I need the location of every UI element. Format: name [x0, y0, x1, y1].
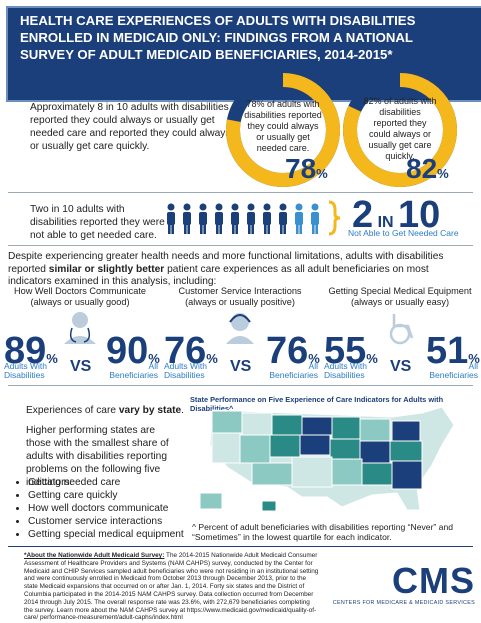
indicator: Getting special medical equipment	[28, 528, 198, 541]
stat-label: All Beneficiaries	[429, 361, 478, 380]
column-subtitle: (always or usually positive)	[185, 297, 295, 307]
people-icons	[167, 200, 341, 236]
column-title: Customer Service Interactions	[178, 286, 302, 296]
comparison-column: How Well Doctors Communicate (always or u…	[0, 286, 160, 381]
stat-left: 89%	[4, 332, 58, 370]
stat-unit: %	[468, 351, 480, 366]
ratio-text: Two in 10 adults with disabilities repor…	[30, 204, 165, 241]
vs: VS	[390, 358, 412, 375]
stat-left: 55%	[324, 332, 378, 370]
comparisons-intro: Despite experiencing greater health need…	[8, 251, 473, 289]
header-title: HEALTH CARE EXPERIENCES OF ADULTS WITH D…	[6, 6, 481, 102]
column-icon	[226, 313, 254, 344]
divider	[8, 546, 473, 547]
icon-shape	[226, 336, 254, 344]
text: .	[181, 405, 185, 416]
donut-unit: %	[316, 166, 328, 181]
ratio-caption: Not Able to Get Needed Care	[348, 228, 459, 238]
logo-text: CMS	[392, 560, 475, 601]
comparison-column: Getting Special Medical Equipment (always…	[320, 286, 480, 381]
divider	[8, 192, 473, 193]
column-subtitle: (always or usually good)	[30, 297, 130, 307]
ratio-numerator: 2	[352, 194, 374, 236]
donut-text: 78% of adults with disabilities reported…	[244, 99, 322, 153]
column-subtitle: (always or usually easy)	[350, 297, 450, 307]
icon-shape	[229, 314, 251, 323]
stat-value: 76	[266, 330, 309, 372]
text: Experiences of care	[26, 405, 119, 416]
ratio-word: IN	[377, 214, 394, 231]
vs: VS	[230, 358, 252, 375]
divider	[8, 245, 473, 246]
stat-right: 51%	[426, 332, 480, 370]
stat-value: 76	[164, 330, 207, 372]
stat-label: All Beneficiaries	[269, 361, 318, 380]
state-intro: Experiences of care vary by state.	[26, 405, 186, 416]
text: Despite experiencing greater health need…	[8, 251, 444, 275]
vs: VS	[70, 358, 92, 375]
stat-value: 89	[4, 330, 47, 372]
stat-value: 55	[324, 330, 367, 372]
stat-label: All Beneficiaries	[109, 361, 158, 380]
divider	[8, 385, 473, 386]
indicator: Getting care quickly	[28, 489, 198, 502]
intro-text: Approximately 8 in 10 adults with disabi…	[30, 102, 231, 152]
icon-shape	[72, 312, 88, 328]
map-footnote: ^ Percent of adult beneficiaries with di…	[192, 522, 454, 542]
state-text: Higher performing states are those with …	[26, 425, 169, 488]
stat-unit: %	[46, 351, 58, 366]
stat-label: Adults With Disabilities	[324, 361, 367, 380]
text-bold: vary by state	[118, 405, 182, 416]
text: patient care experiences as all adult be…	[8, 263, 429, 288]
icon-shape	[64, 336, 96, 344]
stat-unit: %	[148, 351, 160, 366]
indicator-list: Getting needed careGetting care quicklyH…	[12, 476, 198, 541]
us-map	[199, 406, 455, 512]
stat-value: 51	[426, 330, 469, 372]
stat-label: Adults With Disabilities	[4, 361, 47, 380]
footer-text: *About the Nationwide Adult Medicaid Sur…	[24, 552, 319, 622]
indicator: Customer service interactions	[28, 515, 198, 528]
map-title: State Performance on Five Experience of …	[190, 395, 444, 413]
logo-sub: CENTERS FOR MEDICARE & MEDICAID SERVICES	[332, 600, 475, 606]
column-icon	[64, 312, 96, 344]
stat-label: Adults With Disabilities	[164, 361, 207, 380]
icon-shape	[392, 314, 414, 339]
comparison-column: Customer Service Interactions (always or …	[160, 286, 320, 381]
donut-arc	[226, 73, 340, 187]
stat-right: 90%	[106, 332, 160, 370]
indicator: How well doctors communicate	[28, 502, 198, 515]
donut-arc	[343, 73, 457, 187]
logo: CMS CENTERS FOR MEDICARE & MEDICAID SERV…	[330, 560, 475, 607]
stat-left: 76%	[164, 332, 218, 370]
column-title: Getting Special Medical Equipment	[328, 286, 472, 296]
icon-shape	[389, 323, 411, 345]
text-bold: similar or slightly better	[48, 263, 165, 275]
footer-heading: *About the Nationwide Adult Medicaid Sur…	[24, 552, 165, 559]
indicator: Getting needed care	[28, 476, 198, 489]
icon-shape	[69, 327, 91, 343]
column-title: How Well Doctors Communicate	[13, 286, 147, 296]
stat-unit: %	[206, 351, 218, 366]
ratio-denominator: 10	[398, 194, 441, 236]
stat-value: 90	[106, 330, 149, 372]
donut-text: 82% of adults with disabilities reported…	[363, 96, 437, 161]
stat-right: 76%	[266, 332, 320, 370]
stat-unit: %	[366, 351, 378, 366]
text: The 2014-2015 Nationwide Adult Medicaid …	[24, 552, 319, 622]
stat-unit: %	[308, 351, 320, 366]
donut-value: 78	[285, 153, 317, 184]
donuts	[226, 73, 457, 187]
column-icon	[389, 314, 414, 345]
donut-unit: %	[437, 166, 449, 181]
donut-value: 82	[406, 153, 438, 184]
